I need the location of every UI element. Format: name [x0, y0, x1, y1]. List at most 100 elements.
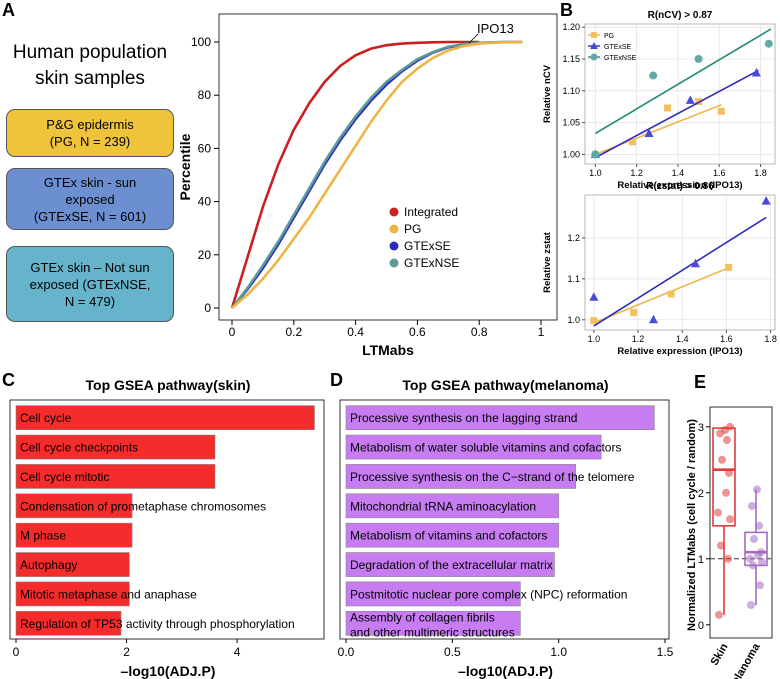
chart-b-top-legend-key-gtexnse — [590, 53, 598, 61]
chart-c-bar-label: Cell cycle mitotic — [20, 470, 109, 484]
chart-b-top-ytick-label: 1.15 — [562, 54, 580, 64]
chart-b-top-xtick-label: 1.4 — [672, 168, 685, 178]
chart-c-bar — [15, 493, 133, 519]
sample-box-gtexse: GTEx skin - sun exposed (GTExSE, N = 601… — [6, 168, 174, 230]
chart-b-top-point-gtexse — [685, 95, 695, 104]
chart-c-frame — [9, 399, 325, 640]
chart-b-bottom-ytick-label: 1.0 — [567, 315, 580, 325]
chart-b-top-xtick-label: 1.6 — [713, 168, 726, 178]
chart-a-xtick-label: 1 — [538, 325, 545, 339]
chart-b-bottom-xlabel: Relative expression (IPO13) — [617, 346, 742, 357]
chart-e-point-skin — [715, 610, 723, 619]
chart-d-bar — [345, 464, 576, 489]
chart-a-xtick-label: 0.4 — [347, 325, 364, 339]
chart-c-bar — [15, 464, 216, 489]
chart-e-point-skin — [725, 469, 733, 477]
chart-d-xtick-label: 1.5 — [657, 645, 674, 659]
chart-e-point-melanoma — [757, 548, 765, 557]
chart-e-point-melanoma — [746, 554, 754, 563]
chart-a-legend-key-pg — [389, 224, 399, 234]
chart-d-bar-label: Mitochondrial tRNA aminoacylation — [350, 499, 536, 513]
chart-e-ytick-label: 2 — [698, 488, 704, 500]
chart-b-top-legend-label-gtexse: GTExSE — [604, 44, 632, 51]
chart-b-top-xtick-label: 1.8 — [754, 168, 767, 178]
chart-d-xlabel: –log10(ADJ.P) — [458, 663, 553, 679]
chart-c-bar-label: Cell cycle — [20, 411, 72, 425]
chart-e-point-melanoma — [748, 502, 756, 510]
chart-e-point-melanoma — [756, 581, 764, 590]
chart-b-top-ytick-label: 1.20 — [562, 22, 580, 32]
chart-e-frame — [709, 406, 773, 639]
chart-b-top-legend-label-pg: PG — [604, 33, 614, 40]
chart-e-point-melanoma — [747, 601, 755, 609]
chart-b-bottom-point-gtexse — [648, 314, 658, 324]
chart-c-bar-label: M phase — [20, 529, 66, 543]
chart-e-xtick-label-melanoma: Melanoma — [725, 641, 763, 679]
panel-letter-e: E — [694, 372, 707, 392]
chart-d-bar-label: Metabolism of water soluble vitamins and… — [350, 441, 621, 455]
chart-a-legend-label-gtexse: GTExSE — [404, 239, 451, 253]
chart-b-top-xtick-label: 1.2 — [630, 168, 643, 178]
chart-b-top-point-gtexse — [644, 128, 654, 137]
chart-a-legend-key-gtexnse — [389, 258, 399, 268]
sample-box-pg: P&G epidermis (PG, N = 239) — [6, 109, 174, 157]
chart-a-xtick-label: 0.2 — [285, 325, 302, 339]
chart-b-top-ytick-label: 1.10 — [562, 86, 580, 96]
chart-b-top-legend-label-gtexnse: GTExNSE — [604, 55, 637, 62]
chart-d-bar-label: Metabolism of vitamins and cofactors — [350, 529, 547, 543]
chart-a-ytick-label: 20 — [198, 248, 212, 262]
chart-b-top-point-gtexse — [751, 68, 761, 77]
chart-d-bar — [345, 405, 655, 431]
chart-b-bottom-point-pg — [667, 290, 675, 298]
chart-b-bottom-point-pg — [590, 317, 598, 325]
chart-d-bar-label: Postmitotic nuclear pore complex (NPC) r… — [350, 587, 627, 601]
chart-b-bottom-frame — [584, 194, 776, 331]
intro-title: Human population skin samples — [0, 40, 180, 92]
chart-c-bar-label: Condensation of prometaphase chromosomes — [20, 499, 266, 513]
sample-box-gtexnse: GTEx skin – Not sun exposed (GTExNSE, N … — [6, 246, 174, 322]
chart-a-annotation-pointer — [468, 33, 479, 44]
chart-d-bar-label: Processive synthesis on the lagging stra… — [350, 411, 577, 425]
chart-b-top-point-pg — [664, 104, 672, 112]
chart-d-xtick-label: 0.5 — [444, 645, 461, 659]
chart-a-frame — [218, 13, 558, 321]
chart-e-point-skin — [722, 488, 730, 497]
chart-b-top-point-gtexnse — [591, 150, 600, 159]
sample-box-gtexnse-line1: GTEx skin – Not sun — [30, 259, 150, 275]
chart-b-bottom-ytick-label: 1.1 — [567, 274, 580, 284]
chart-b-bottom-point-gtexse — [690, 258, 700, 268]
chart-d-bar — [345, 610, 521, 636]
sample-box-pg-line1: P&G epidermis — [46, 117, 134, 132]
chart-b-bottom-point-gtexse — [589, 292, 599, 301]
sample-box-gtexnse-line2: exposed (GTExNSE, — [29, 276, 151, 292]
panel-letter-a: A — [2, 0, 15, 20]
chart-b-bottom-fit-pg — [593, 267, 729, 324]
chart-b-bottom-ytick-label: 1.2 — [567, 233, 580, 243]
chart-e-ylabel: Normalized LTMabs (cell cycle / random) — [686, 419, 698, 631]
chart-d-bar — [345, 581, 521, 607]
chart-c-bar-label: Mitotic metaphase and anaphase — [20, 587, 197, 601]
chart-b-bottom-xtick-label: 1.2 — [632, 334, 645, 344]
chart-d-bar-label: Degradation of the extracellular matrix — [350, 558, 553, 572]
chart-b-bottom-fit-gtexse — [593, 216, 767, 327]
chart-b-bottom-point-pg — [725, 263, 733, 271]
chart-b-top-fit-gtexse — [594, 69, 759, 159]
chart-c-bar — [15, 610, 122, 636]
chart-d-bar-label: and other multimeric structures — [350, 625, 515, 639]
chart-e-point-skin — [717, 541, 725, 550]
chart-a-legend-key-gtexse — [389, 241, 399, 251]
chart-c-bar — [15, 434, 216, 460]
chart-a-ytick-label: 80 — [198, 88, 212, 102]
chart-d-bar-label: Assembly of collagen fibrils — [350, 610, 495, 624]
chart-b-top-frame — [584, 23, 776, 165]
chart-b-top-point-gtexnse — [649, 71, 658, 80]
chart-e-point-skin — [726, 515, 734, 524]
chart-d-title: Top GSEA pathway(melanoma) — [402, 377, 608, 393]
chart-c-bar — [15, 522, 133, 548]
chart-a-ylabel: Percentile — [177, 133, 193, 200]
chart-c-xlabel: –log10(ADJ.P) — [121, 663, 216, 679]
chart-e-point-skin — [714, 508, 722, 517]
chart-c-bar-label: Cell cycle checkpoints — [20, 441, 138, 455]
chart-a-ytick-label: 60 — [198, 141, 212, 155]
chart-c-xtick-label: 4 — [234, 645, 241, 659]
